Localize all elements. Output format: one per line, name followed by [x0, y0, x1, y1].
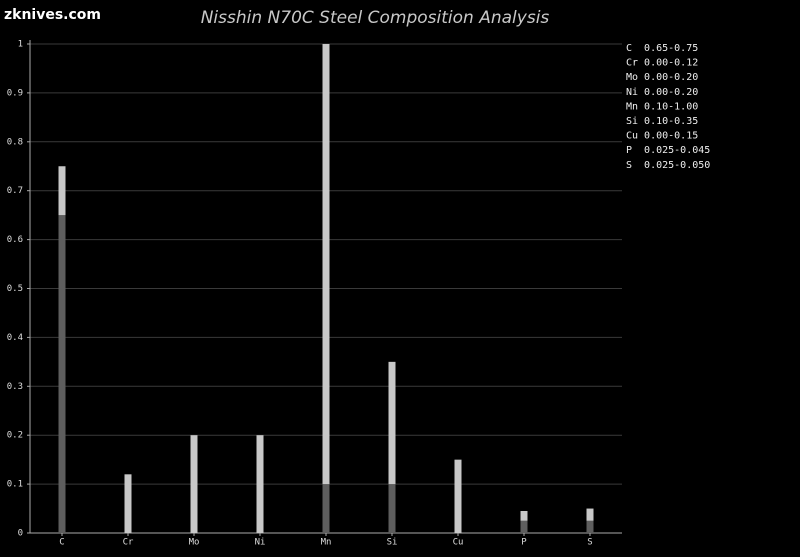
y-tick-label: 0.5	[7, 284, 23, 294]
legend-entry: Mo 0.00-0.20	[626, 72, 698, 83]
bar-low	[58, 215, 66, 533]
bar-range	[454, 459, 462, 533]
legend-entry: P 0.025-0.045	[626, 145, 710, 156]
x-tick-label: Cu	[453, 538, 464, 548]
x-tick-label: S	[587, 538, 592, 548]
bar-range	[58, 166, 66, 216]
y-tick-label: 0.6	[7, 235, 23, 245]
x-tick-label: P	[521, 538, 527, 548]
bar-range	[124, 474, 132, 533]
y-tick-label: 0.4	[7, 333, 23, 343]
x-tick-label: Si	[387, 538, 398, 548]
x-tick-label: Mn	[321, 538, 332, 548]
y-tick-label: 0.8	[7, 137, 23, 147]
watermark: zknives.com	[4, 7, 101, 23]
legend-entry: Mn 0.10-1.00	[626, 101, 698, 112]
x-tick-label: Ni	[255, 538, 266, 548]
y-tick-label: 1	[18, 40, 23, 50]
bar-range	[190, 435, 198, 533]
bar-range	[322, 44, 330, 485]
bar-low	[586, 520, 594, 533]
legend-entry: Cr 0.00-0.12	[626, 58, 698, 69]
legend-entry: Si 0.10-0.35	[626, 116, 698, 127]
y-tick-label: 0.7	[7, 186, 23, 196]
y-tick-label: 0.1	[7, 480, 23, 490]
legend-entry: S 0.025-0.050	[626, 160, 710, 171]
legend-entry: Ni 0.00-0.20	[626, 87, 698, 98]
bar-low	[388, 484, 396, 533]
bar-range	[520, 510, 528, 521]
legend-entry: C 0.65-0.75	[626, 43, 698, 54]
y-tick-label: 0.2	[7, 431, 23, 441]
y-tick-label: 0.3	[7, 382, 23, 392]
y-tick-label: 0.9	[7, 88, 23, 98]
bar-range	[586, 508, 594, 521]
y-tick-label: 0	[18, 529, 23, 539]
bar-range	[388, 361, 396, 485]
x-tick-label: Mo	[189, 538, 200, 548]
bar-low	[520, 520, 528, 533]
bar-low	[322, 484, 330, 533]
x-tick-label: C	[59, 538, 64, 548]
bar-range	[256, 435, 264, 533]
legend-entry: Cu 0.00-0.15	[626, 131, 698, 142]
chart-title: Nisshin N70C Steel Composition Analysis	[201, 8, 550, 28]
x-tick-label: Cr	[123, 538, 134, 548]
